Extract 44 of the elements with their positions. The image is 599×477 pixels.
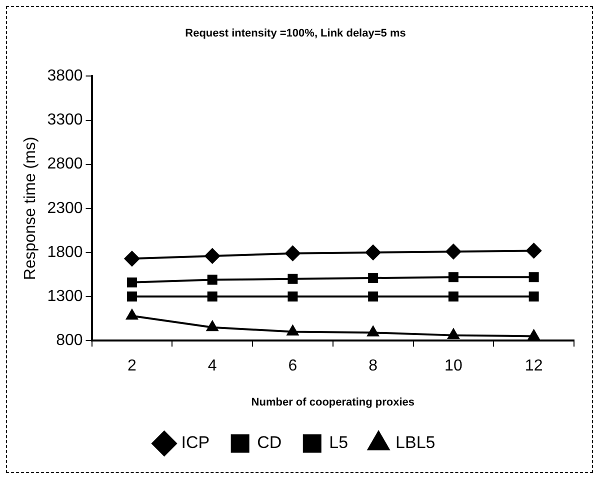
y-tick-label: 1300 bbox=[47, 288, 83, 305]
chart-title: Request intensity =100%, Link delay=5 ms bbox=[185, 28, 406, 40]
point bbox=[286, 325, 299, 336]
point bbox=[368, 273, 378, 284]
x-tick-label: 4 bbox=[208, 358, 217, 375]
y-tick-label: 1800 bbox=[47, 244, 83, 261]
y-tick-label: 3800 bbox=[47, 68, 83, 85]
point bbox=[126, 277, 137, 288]
point bbox=[206, 320, 218, 332]
point bbox=[528, 272, 539, 282]
point bbox=[448, 328, 460, 340]
point bbox=[288, 274, 298, 284]
point bbox=[448, 292, 458, 302]
point bbox=[207, 274, 218, 285]
y-tick-label: 800 bbox=[56, 332, 83, 350]
point bbox=[528, 329, 540, 340]
point bbox=[126, 309, 138, 320]
x-tick-label: 6 bbox=[288, 358, 298, 375]
point bbox=[204, 248, 220, 264]
point bbox=[526, 242, 542, 258]
x-tick-label: 2 bbox=[128, 358, 137, 375]
point bbox=[367, 326, 380, 336]
y-tick-label: 3300 bbox=[47, 112, 83, 129]
x-tick-label: 10 bbox=[444, 358, 462, 375]
point bbox=[365, 244, 381, 260]
point bbox=[284, 246, 300, 262]
point bbox=[124, 250, 140, 266]
x-tick-label: 12 bbox=[524, 358, 543, 375]
point bbox=[368, 292, 378, 302]
legend-label: ICP bbox=[181, 433, 210, 452]
point bbox=[126, 292, 137, 302]
point bbox=[288, 292, 298, 302]
legend-label: CD bbox=[257, 433, 282, 452]
point bbox=[448, 272, 458, 282]
x-axis-title: Number of cooperating proxies bbox=[251, 396, 414, 408]
point bbox=[207, 292, 218, 302]
point bbox=[446, 244, 462, 260]
legend-label: LBL5 bbox=[396, 433, 436, 452]
x-tick-label: 8 bbox=[368, 358, 378, 375]
y-tick-label: 2800 bbox=[47, 156, 83, 173]
y-axis-title: Response time (ms) bbox=[22, 136, 40, 280]
y-tick-label: 2300 bbox=[47, 200, 83, 217]
legend-label: L5 bbox=[329, 433, 348, 452]
point bbox=[528, 292, 539, 302]
